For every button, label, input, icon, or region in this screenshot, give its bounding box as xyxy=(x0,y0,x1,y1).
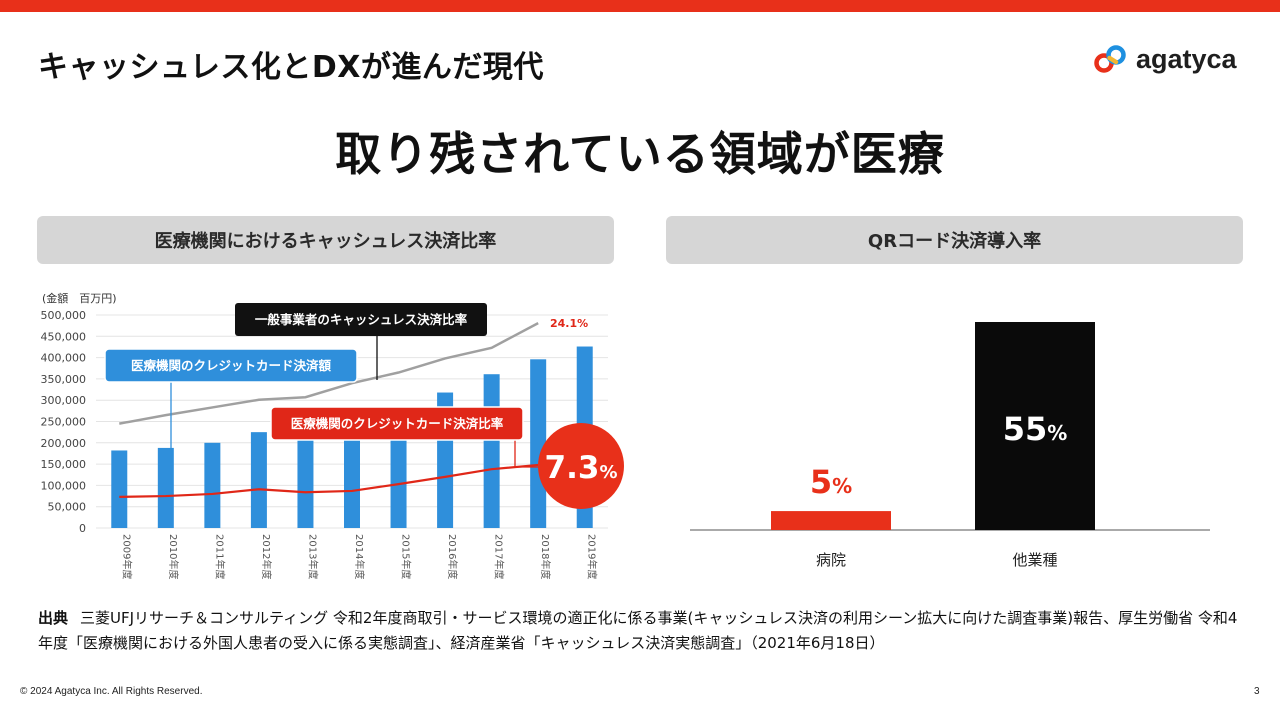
y-tick-label: 100,000 xyxy=(41,479,87,492)
bar xyxy=(530,359,547,528)
x-tick-label: 2013年度 xyxy=(306,534,319,579)
x-tick-label: 2015年度 xyxy=(400,534,413,579)
x-tick-label: 2014年度 xyxy=(353,534,366,579)
y-tick-label: 250,000 xyxy=(41,416,87,429)
source-note: 出典 三菱UFJリサーチ＆コンサルティング 令和2年度商取引・サービス環境の適正化… xyxy=(38,606,1248,656)
left-panel-title: 医療機関におけるキャッシュレス決済比率 xyxy=(37,216,614,264)
y-tick-label: 500,000 xyxy=(41,309,87,322)
bar xyxy=(157,447,174,528)
ratio-callout-label: 医療機関のクレジットカード決済比率 xyxy=(291,416,504,431)
logo-text: agatyca xyxy=(1136,43,1237,74)
x-tick-label: 2016年度 xyxy=(446,534,459,579)
qr-bar-layer: 5% 病院 55% 他業種 xyxy=(771,322,1095,569)
y-tick-label: 350,000 xyxy=(41,373,87,386)
source-text: 三菱UFJリサーチ＆コンサルティング 令和2年度商取引・サービス環境の適正化に係… xyxy=(38,609,1238,652)
ratio-highlight-value: 7.3% xyxy=(545,450,618,486)
gray-line-end-label: 24.1% xyxy=(550,317,588,330)
qr-value-label: 55% xyxy=(1003,410,1068,448)
qr-category-label: 他業種 xyxy=(1012,551,1057,569)
bar xyxy=(344,419,360,528)
ratio-highlight-circle xyxy=(538,423,624,509)
ratio-callout-leader xyxy=(514,439,540,468)
cashless-ratio-chart: (金額 百万円) 2009年度 2010年度 2011年度 2012年度 2013年度 2… xyxy=(41,291,624,579)
x-tick-label: 2018年度 xyxy=(539,534,552,579)
x-tick-labels: 2009年度 2010年度 2011年度 2012年度 2013年度 2014年度 2015… xyxy=(120,534,598,579)
general-callout-label: 一般事業者のキャッシュレス決済比率 xyxy=(255,312,468,327)
y-tick-label: 400,000 xyxy=(41,352,87,365)
bar xyxy=(483,374,500,528)
qr-bar xyxy=(771,511,891,530)
general-callout-box xyxy=(235,303,487,336)
y-tick-labels: 500,000 450,000 400,000 350,000 300,000 250,0… xyxy=(41,309,87,535)
page-number: 3 xyxy=(1254,686,1260,697)
qr-value-label: 5% xyxy=(810,463,852,501)
y-tick-label: 200,000 xyxy=(41,437,87,450)
amount-callout-label: 医療機関のクレジットカード決済額 xyxy=(131,358,332,373)
y-tick-label: 450,000 xyxy=(41,330,87,343)
series-line xyxy=(119,321,539,425)
y-tick-label: 150,000 xyxy=(41,458,87,471)
ratio-callout-box xyxy=(270,406,524,441)
bar xyxy=(204,442,221,528)
bar xyxy=(111,450,128,528)
headline: 取り残されている領域が医療 xyxy=(335,127,945,181)
x-tick-label: 2019年度 xyxy=(586,534,599,579)
x-tick-label: 2009年度 xyxy=(120,534,133,579)
copyright: © 2024 Agatyca Inc. All Rights Reserved. xyxy=(20,686,203,697)
right-panel-title: QRコード決済導入率 xyxy=(666,216,1243,264)
source-label: 出典 xyxy=(38,609,69,627)
logo: agatyca xyxy=(1092,42,1237,76)
x-tick-label: 2010年度 xyxy=(167,534,180,579)
qr-category-label: 病院 xyxy=(816,551,846,569)
qr-adoption-chart: 5% 病院 55% 他業種 xyxy=(690,322,1210,569)
line-layer xyxy=(119,321,539,499)
top-accent-bar xyxy=(0,0,1280,12)
y-axis-label: (金額 百万円) xyxy=(42,291,117,305)
x-tick-label: 2011年度 xyxy=(213,534,226,579)
x-tick-label: 2017年度 xyxy=(493,534,506,579)
y-tick-label: 50,000 xyxy=(48,501,87,514)
y-tick-label: 0 xyxy=(79,522,86,535)
bar xyxy=(250,432,267,528)
section-title: キャッシュレス化とDXが進んだ現代 xyxy=(38,50,544,85)
amount-callout-box xyxy=(104,348,358,383)
series-line xyxy=(119,463,539,499)
qr-bar xyxy=(975,322,1095,530)
agatyca-logo-icon xyxy=(1094,45,1126,73)
y-tick-label: 300,000 xyxy=(41,394,87,407)
x-tick-label: 2012年度 xyxy=(260,534,273,579)
bar xyxy=(297,427,314,528)
